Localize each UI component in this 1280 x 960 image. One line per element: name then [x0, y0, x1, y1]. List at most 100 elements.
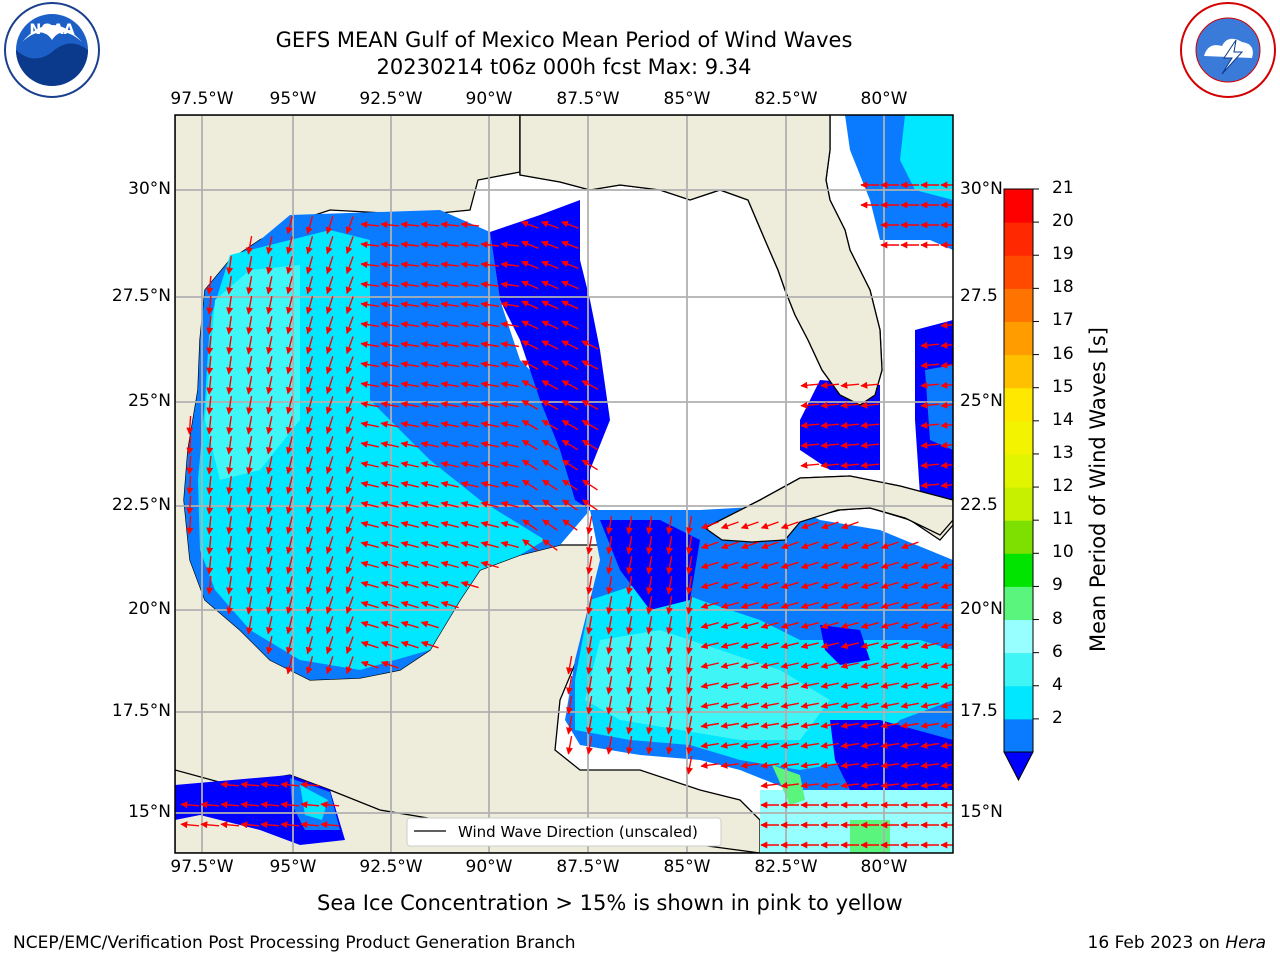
wind-wave-arrow: [760, 581, 779, 590]
wind-wave-arrow: [345, 336, 354, 355]
wind-wave-arrow: [420, 540, 439, 549]
wind-wave-arrow: [720, 722, 740, 729]
wind-wave-arrow: [380, 620, 399, 629]
wind-wave-arrow: [780, 521, 799, 530]
wind-wave-arrow: [480, 241, 499, 249]
wind-wave-arrow: [800, 521, 819, 530]
wind-wave-arrow: [400, 341, 420, 348]
wind-wave-arrow: [480, 301, 500, 309]
colorbar-extend-arrow: [1003, 751, 1034, 782]
wind-wave-arrow: [325, 496, 334, 515]
wind-wave-arrow: [266, 596, 273, 615]
wind-wave-arrow: [760, 662, 779, 670]
wind-wave-arrow: [206, 495, 214, 515]
wind-wave-arrow: [860, 581, 879, 590]
wind-wave-arrow: [566, 655, 573, 675]
wind-wave-arrow: [266, 556, 273, 575]
wind-wave-arrow: [246, 535, 253, 555]
wind-wave-arrow: [285, 636, 293, 655]
wind-wave-arrow: [226, 475, 234, 495]
wind-wave-arrow: [400, 421, 419, 428]
wind-wave-arrow: [206, 575, 214, 595]
wind-wave-arrow: [800, 622, 819, 630]
wind-wave-arrow: [206, 415, 214, 435]
wind-wave-arrow: [226, 555, 234, 575]
wind-wave-arrow: [900, 662, 919, 670]
wind-wave-arrow: [360, 241, 379, 249]
wind-wave-arrow: [440, 421, 459, 428]
wind-wave-arrow: [500, 520, 519, 528]
wind-wave-arrow: [226, 355, 234, 375]
wind-wave-arrow: [360, 660, 379, 669]
wind-wave-arrow: [700, 741, 720, 749]
wind-wave-arrow: [400, 540, 419, 549]
wind-wave-arrow: [280, 781, 300, 789]
wind-wave-arrow: [520, 240, 539, 249]
wind-wave-arrow: [541, 320, 559, 330]
colorbar-bin: [1004, 387, 1033, 422]
wind-wave-arrow: [206, 275, 214, 295]
wind-wave-arrow: [541, 399, 559, 411]
wind-wave-arrow: [840, 541, 859, 550]
wind-wave-arrow: [420, 560, 439, 569]
wind-wave-arrow: [305, 656, 314, 675]
wind-wave-arrow: [940, 441, 953, 449]
wind-wave-arrow: [860, 421, 880, 429]
colorbar-tick-label: 16: [1052, 343, 1074, 364]
wind-wave-arrow: [920, 662, 939, 670]
wind-wave-arrow: [400, 500, 419, 508]
wind-wave-arrow: [521, 340, 539, 350]
wind-wave-arrow: [360, 580, 379, 589]
wind-wave-arrow: [400, 441, 419, 448]
wind-wave-arrow: [920, 341, 940, 349]
wind-wave-arrow: [380, 421, 399, 428]
wind-wave-arrow: [562, 499, 578, 511]
wind-wave-arrow: [325, 456, 334, 475]
wind-wave-arrow: [206, 295, 214, 315]
wind-wave-arrow: [666, 715, 673, 735]
wind-wave-arrow: [360, 560, 379, 569]
wind-wave-arrow: [380, 600, 399, 609]
wind-wave-arrow: [920, 702, 939, 709]
wind-wave-arrow: [940, 761, 953, 769]
wind-wave-arrow: [440, 361, 460, 368]
wind-wave-arrow: [500, 301, 520, 309]
wind-wave-arrow: [500, 381, 519, 388]
wind-wave-arrow: [740, 601, 759, 610]
wind-wave-arrow: [880, 601, 899, 610]
wind-wave-arrow: [440, 500, 459, 508]
wind-wave-arrow: [920, 361, 940, 369]
wind-wave-arrow: [206, 315, 214, 335]
wind-wave-arrow: [345, 376, 354, 395]
wind-wave-arrow: [541, 419, 559, 431]
wind-wave-arrow: [780, 722, 800, 729]
colorbar-tick-label: 13: [1052, 442, 1074, 463]
wind-wave-arrow: [266, 256, 273, 275]
wind-wave-arrow: [606, 655, 613, 675]
wind-wave-arrow: [305, 576, 314, 595]
wind-wave-arrow: [606, 735, 613, 755]
wind-wave-arrow: [606, 675, 613, 695]
wind-wave-arrow: [780, 581, 799, 590]
wind-wave-arrow: [285, 496, 293, 515]
wind-wave-arrow: [740, 581, 759, 590]
wind-wave-arrow: [420, 500, 439, 508]
wind-wave-arrow: [285, 596, 293, 615]
wind-wave-arrow: [266, 576, 273, 595]
wind-wave-arrow: [686, 595, 693, 615]
wind-wave-arrow: [460, 401, 479, 408]
wind-wave-arrow: [880, 561, 899, 570]
wind-wave-arrow: [320, 821, 340, 829]
wind-wave-arrow: [400, 480, 419, 488]
graticule: [175, 115, 953, 853]
wind-wave-arrow: [420, 480, 439, 488]
wind-wave-arrow: [940, 662, 953, 670]
colorbar-tick-label: 12: [1052, 476, 1074, 497]
wind-wave-arrow: [646, 615, 653, 635]
wind-wave-arrow: [720, 581, 739, 590]
wind-wave-arrow: [800, 441, 820, 449]
wind-wave-arrow: [586, 655, 593, 675]
colorbar-tick-label: 21: [1052, 178, 1074, 198]
wind-wave-arrow: [300, 781, 320, 789]
wind-wave-arrow: [440, 261, 459, 269]
